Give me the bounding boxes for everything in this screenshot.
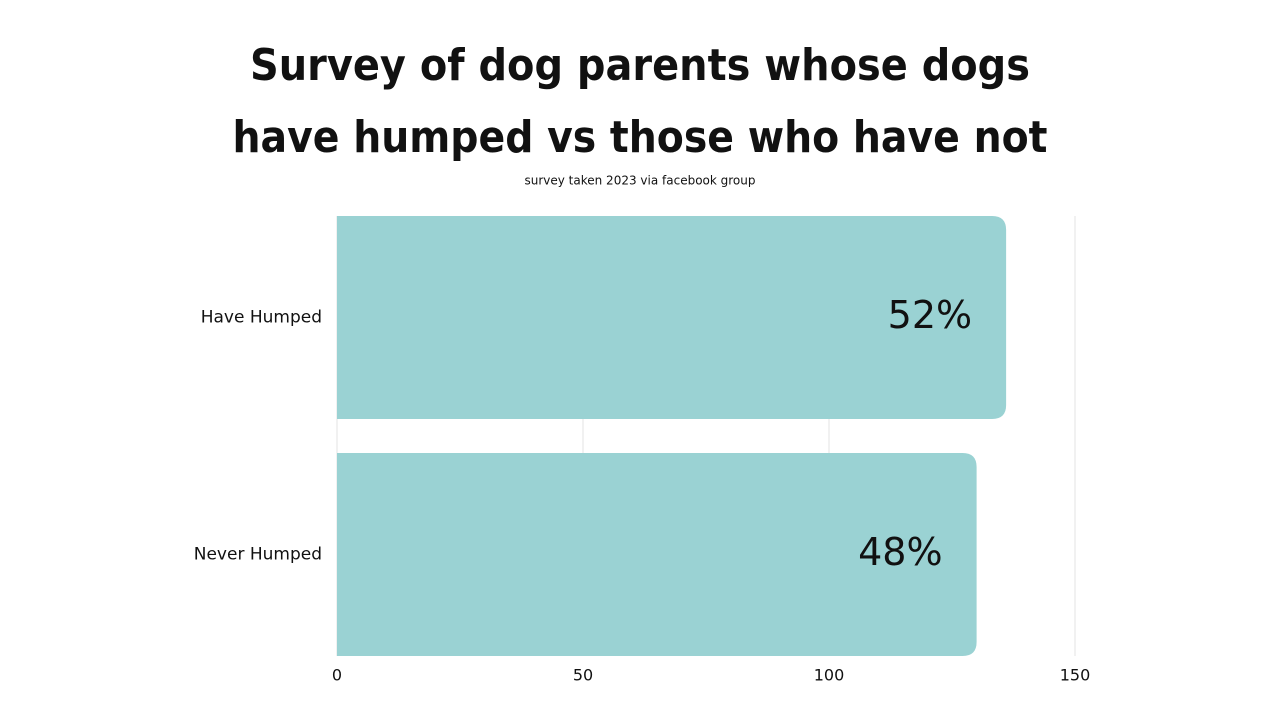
bar-annotation: 48% — [858, 530, 942, 574]
x-tick-label: 0 — [332, 666, 342, 685]
x-tick-label: 150 — [1060, 666, 1091, 685]
category-label: Have Humped — [201, 308, 322, 328]
x-tick-label: 50 — [573, 666, 593, 685]
chart-subtitle: survey taken 2023 via facebook group — [524, 174, 755, 188]
bar-annotation: 52% — [888, 293, 972, 337]
x-tick-label: 100 — [814, 666, 845, 685]
chart-title: have humped vs those who have not — [233, 112, 1048, 163]
category-label: Never Humped — [194, 545, 322, 565]
bar — [337, 216, 1007, 419]
bar — [337, 453, 977, 656]
chart-title: Survey of dog parents whose dogs — [250, 40, 1030, 91]
